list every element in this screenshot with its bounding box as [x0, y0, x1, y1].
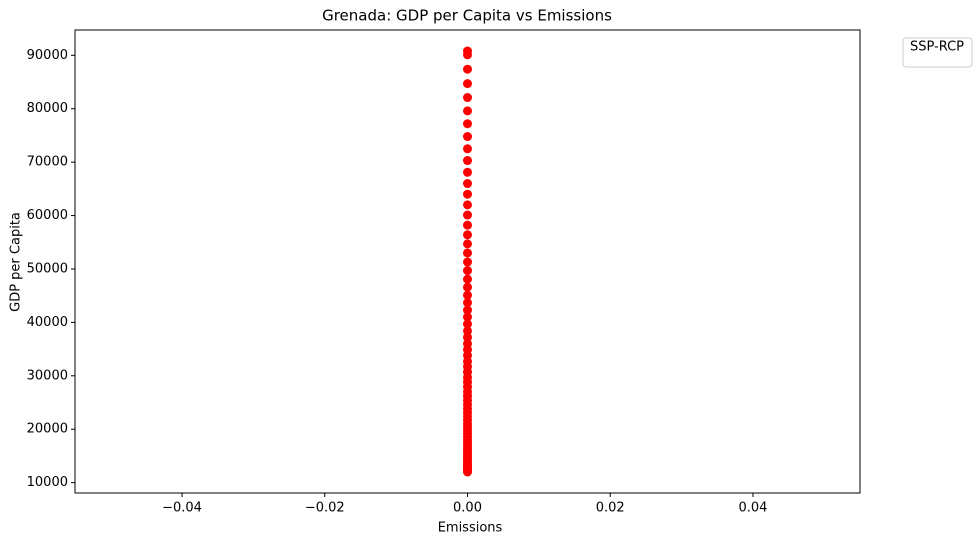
- point: [463, 282, 472, 292]
- y-tick-label: 80000: [27, 101, 68, 116]
- point: [463, 106, 472, 116]
- point: [463, 220, 472, 230]
- point: [463, 144, 472, 154]
- point: [463, 274, 472, 284]
- point: [463, 266, 472, 276]
- y-tick-label: 20000: [27, 422, 68, 437]
- point: [463, 339, 472, 349]
- y-tick-label: 30000: [27, 368, 68, 383]
- point: [463, 119, 472, 129]
- x-tick-label: 0.02: [596, 501, 625, 516]
- y-tick-label: 40000: [27, 315, 68, 330]
- y-tick-label: 50000: [27, 261, 68, 276]
- legend-title: SSP-RCP: [910, 40, 964, 55]
- plot-frame: [74, 29, 861, 494]
- point: [463, 257, 472, 267]
- point: [463, 179, 472, 189]
- point: [463, 230, 472, 240]
- point: [463, 167, 472, 177]
- point: [463, 79, 472, 89]
- y-tick-label: 70000: [27, 155, 68, 170]
- point: [463, 332, 472, 342]
- point: [463, 312, 472, 322]
- point: [463, 210, 472, 220]
- point: [463, 132, 472, 142]
- point: [463, 239, 472, 249]
- x-tick-label: −0.04: [162, 501, 202, 516]
- x-tick-label: −0.02: [305, 501, 345, 516]
- point: [463, 93, 472, 103]
- point: [463, 305, 472, 315]
- y-tick-label: 90000: [27, 48, 68, 63]
- point: [463, 189, 472, 199]
- point: [463, 290, 472, 300]
- x-tick-label: 0.00: [453, 501, 482, 516]
- point: [463, 298, 472, 308]
- chart-title: Grenada: GDP per Capita vs Emissions: [322, 7, 612, 25]
- point: [463, 200, 472, 210]
- y-axis-label: GDP per Capita: [9, 212, 24, 312]
- point: [463, 319, 472, 329]
- x-tick-label: 0.04: [738, 501, 767, 516]
- point: [463, 156, 472, 166]
- x-axis-label: Emissions: [438, 521, 503, 536]
- point: [463, 326, 472, 336]
- point: [463, 64, 472, 74]
- legend-box: [902, 37, 973, 68]
- y-tick-label: 10000: [27, 475, 68, 490]
- point: [463, 248, 472, 258]
- y-tick-label: 60000: [27, 208, 68, 223]
- point: [463, 46, 472, 56]
